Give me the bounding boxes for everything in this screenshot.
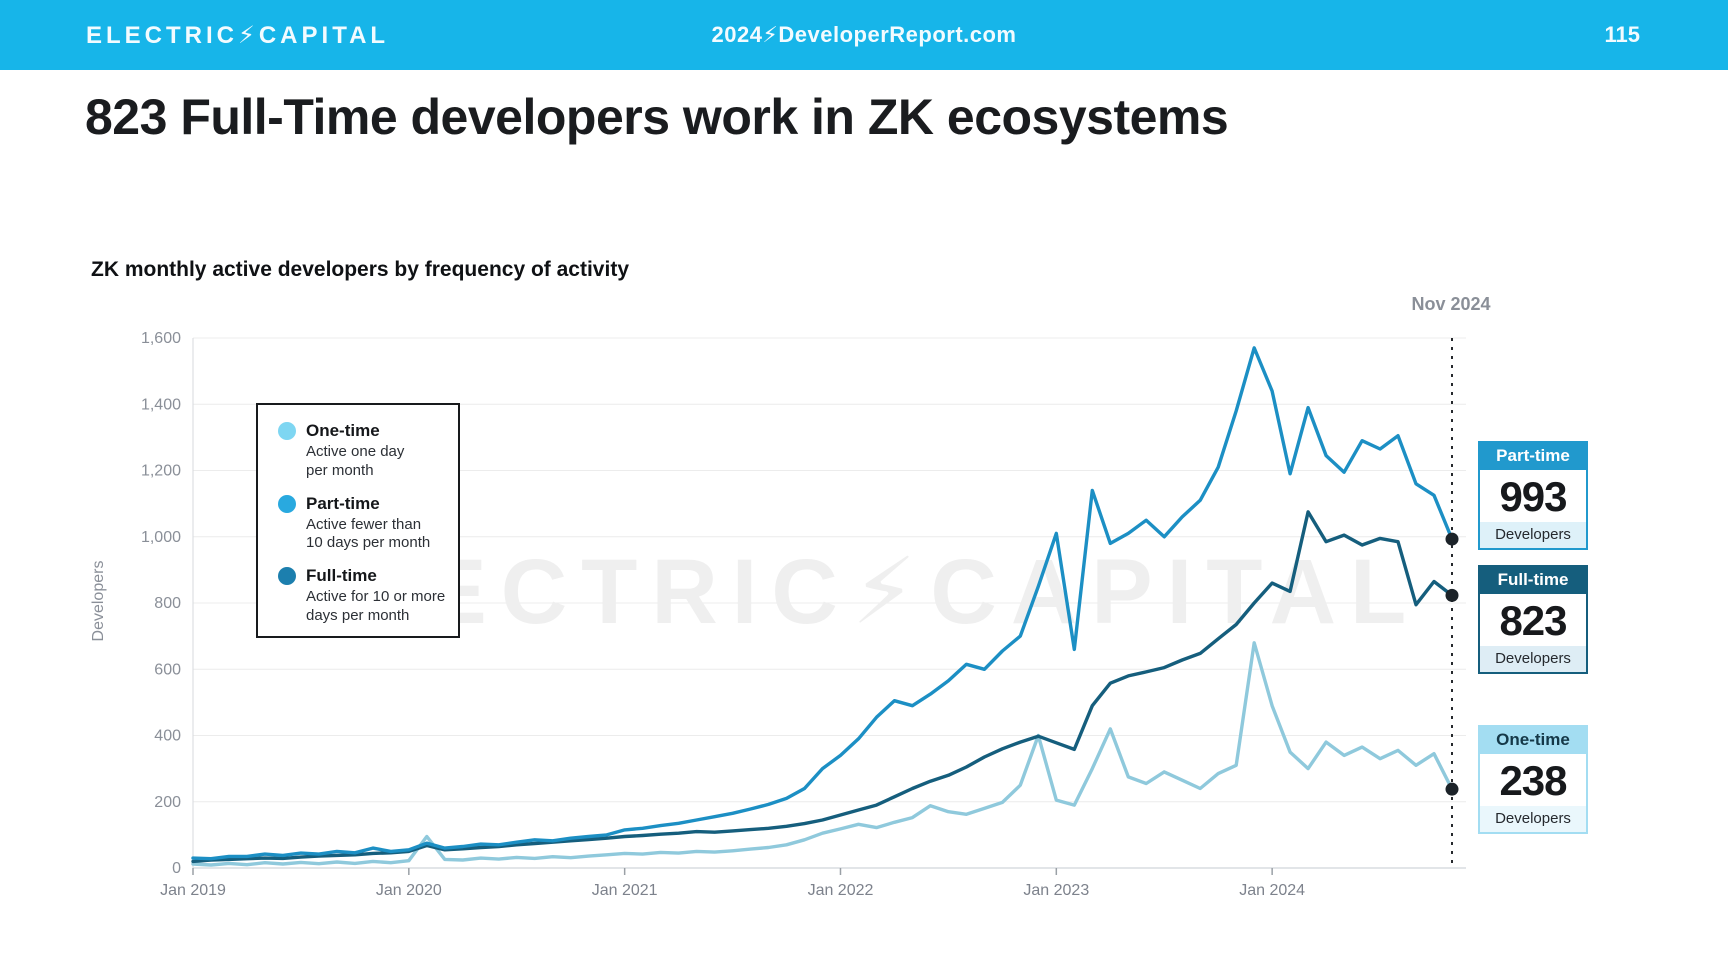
legend-desc-line: Active for 10 or more <box>306 588 446 605</box>
svg-text:200: 200 <box>154 794 181 811</box>
legend-item-full-time: Full-time Active for 10 or more days per… <box>278 566 458 626</box>
stat-badge-one-time: One-time 238 Developers <box>1478 725 1588 835</box>
svg-text:Jan 2020: Jan 2020 <box>376 882 442 899</box>
electric-capital-logo: ELECTRIC⚡CAPITAL <box>86 21 390 49</box>
one-time-dot-icon <box>278 422 296 440</box>
page-number: 115 <box>1604 22 1641 47</box>
report-url: 2024⚡DeveloperReport.com <box>711 22 1017 47</box>
legend-name: One-time <box>306 421 380 440</box>
svg-text:Jan 2019: Jan 2019 <box>160 882 226 899</box>
svg-text:600: 600 <box>154 661 181 678</box>
legend-item-part-time: Part-time Active fewer than 10 days per … <box>278 494 458 554</box>
svg-text:1,400: 1,400 <box>141 396 181 413</box>
svg-text:1,200: 1,200 <box>141 463 181 480</box>
svg-text:1,600: 1,600 <box>141 330 181 347</box>
badge-label: One-time <box>1480 727 1586 754</box>
legend-desc-line: Active one day <box>306 443 405 460</box>
badge-label: Part-time <box>1480 443 1586 470</box>
part-time-dot-icon <box>278 494 296 513</box>
svg-text:ELECTRIC⚡CAPITAL: ELECTRIC⚡CAPITAL <box>280 541 1420 643</box>
legend-desc-line: days per month <box>306 606 410 624</box>
chart-legend: One-time Active one day per month Part-t… <box>256 403 460 638</box>
svg-text:Jan 2021: Jan 2021 <box>592 882 658 899</box>
badge-value: 823 <box>1499 597 1567 644</box>
legend-name: Full-time <box>306 566 377 585</box>
svg-text:0: 0 <box>172 860 181 877</box>
stat-badge-full-time: Full-time 823 Developers <box>1478 565 1588 675</box>
svg-text:Jan 2023: Jan 2023 <box>1023 882 1089 899</box>
badge-label: Full-time <box>1480 567 1586 594</box>
badge-unit: Developers <box>1480 806 1586 833</box>
svg-text:Jan 2024: Jan 2024 <box>1239 882 1305 899</box>
svg-text:Jan 2022: Jan 2022 <box>808 882 874 899</box>
legend-desc-line: 10 days per month <box>306 534 431 552</box>
full-time-dot-icon <box>278 567 296 585</box>
annotation-date-label: Nov 2024 <box>1411 294 1491 314</box>
stat-badge-part-time: Part-time 993 Developers <box>1478 441 1588 551</box>
chart-subtitle: ZK monthly active developers by frequenc… <box>91 258 629 281</box>
svg-text:1,000: 1,000 <box>141 529 181 546</box>
legend-item-one-time: One-time Active one day per month <box>278 421 458 481</box>
badge-value: 993 <box>1499 473 1567 520</box>
badge-value: 238 <box>1499 757 1567 804</box>
top-bar: ELECTRIC⚡CAPITAL 2024⚡DeveloperReport.co… <box>0 0 1728 70</box>
legend-name: Part-time <box>306 493 380 513</box>
legend-desc-line: per month <box>306 461 374 479</box>
page-title: 823 Full-Time developers work in ZK ecos… <box>85 89 1229 145</box>
svg-text:400: 400 <box>154 728 181 745</box>
badge-unit: Developers <box>1480 522 1586 549</box>
svg-text:800: 800 <box>154 595 181 612</box>
badge-unit: Developers <box>1480 646 1586 673</box>
legend-desc-line: Active fewer than <box>306 515 422 533</box>
